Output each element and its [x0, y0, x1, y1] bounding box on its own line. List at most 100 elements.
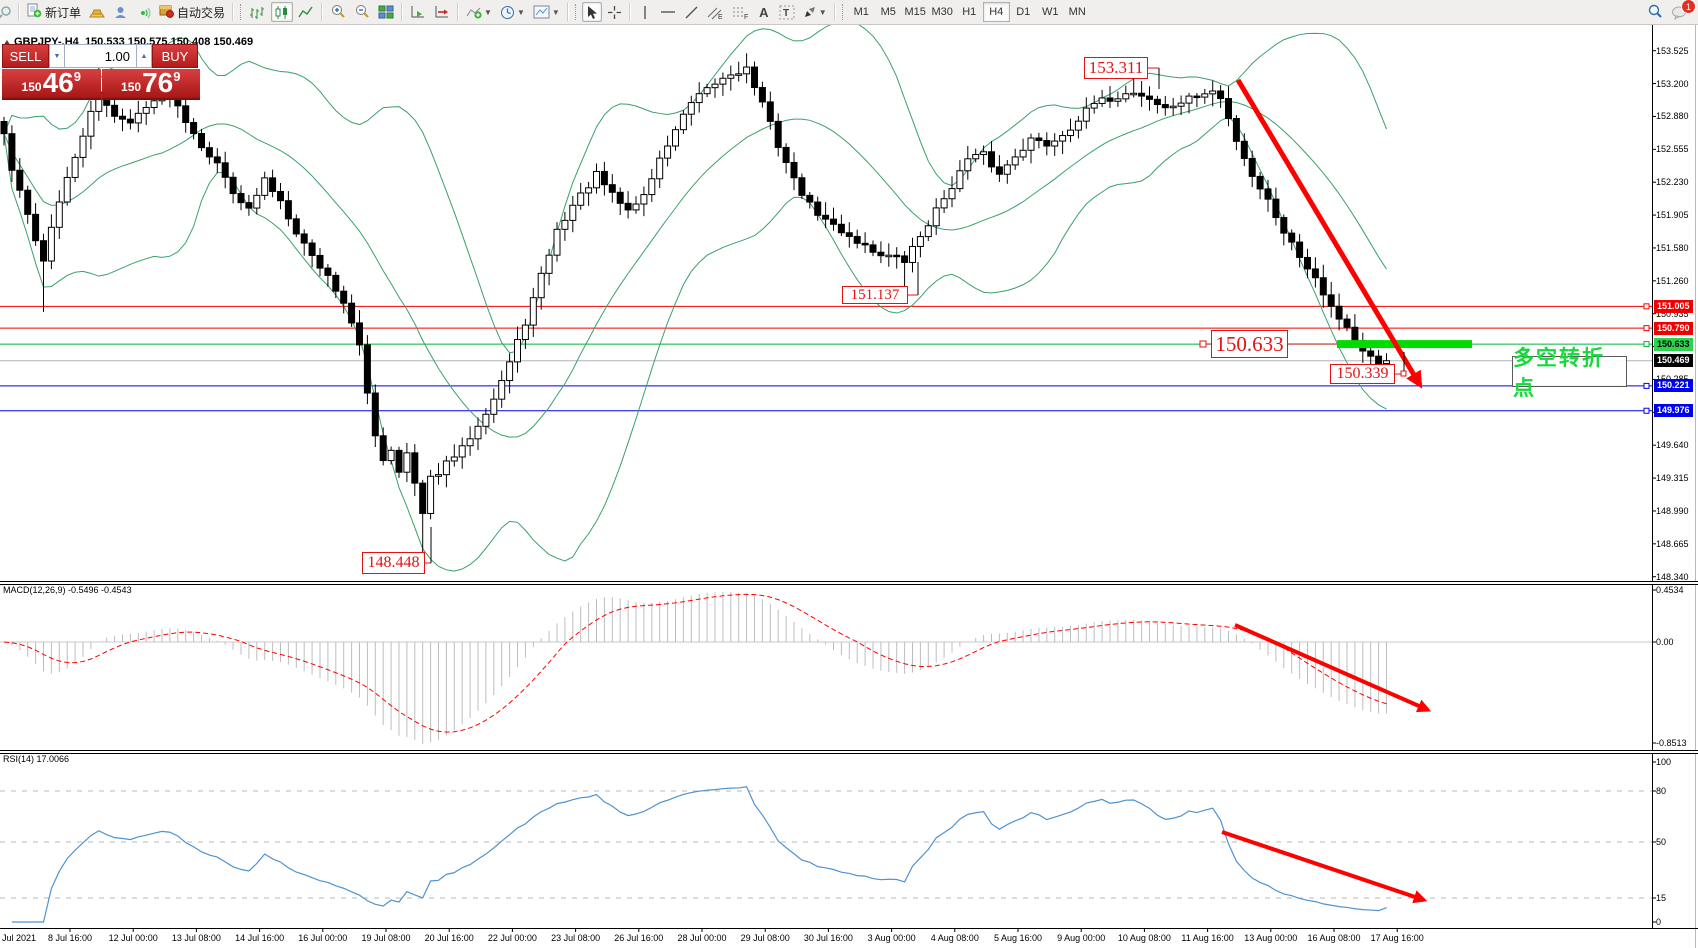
timeframe-m15[interactable]: M15: [904, 6, 926, 18]
price-tick-label: 149.640: [1656, 440, 1689, 451]
community-icon[interactable]: [110, 2, 131, 22]
time-axis-label: 26 Jul 16:00: [614, 933, 664, 943]
price-tick-label: 153.525: [1656, 45, 1689, 56]
time-axis-label: 4 Aug 08:00: [930, 933, 979, 943]
text-button[interactable]: A: [759, 4, 769, 20]
time-axis-label: 12 Jul 00:00: [108, 933, 158, 943]
timeframe-m30[interactable]: M30: [931, 6, 953, 18]
macd-trend-arrow: [1234, 623, 1432, 713]
price-level-label: 149.976: [1654, 404, 1693, 418]
time-axis-label: 20 Jul 16:00: [424, 933, 474, 943]
annotation-150339[interactable]: 150.339: [1330, 364, 1395, 384]
timeframe-d1[interactable]: D1: [1016, 6, 1031, 18]
sell-price-sup: 9: [73, 69, 81, 84]
time-axis-label: Jul 2021: [2, 933, 37, 943]
panel-collapse-triangle[interactable]: [3, 40, 11, 46]
macd-signal-line: [3, 593, 1387, 733]
svg-text:T: T: [783, 8, 789, 19]
volume-down-button[interactable]: ▼: [49, 44, 65, 68]
chat-button[interactable]: 1: [1668, 0, 1696, 22]
clipped-left-icon: [0, 2, 14, 22]
time-axis-label: 17 Aug 16:00: [1370, 933, 1424, 943]
buy-price-prefix: 150: [121, 80, 142, 94]
time-axis-label: 8 Jul 16:00: [47, 933, 93, 943]
buy-button[interactable]: BUY: [152, 44, 198, 68]
zoom-in-button[interactable]: [327, 2, 349, 22]
search-icon[interactable]: [1644, 2, 1666, 22]
equidistant-channel-button[interactable]: E: [704, 2, 727, 22]
rsi-axis-label: 15: [1656, 893, 1667, 903]
time-axis-label: 13 Jul 08:00: [171, 933, 221, 943]
macd-histogram: [11, 592, 1387, 744]
time-axis-label: 29 Jul 08:00: [740, 933, 790, 943]
rsi-pane-separator[interactable]: [0, 750, 1698, 754]
horizontal-line-button[interactable]: [657, 2, 679, 22]
timeframe-h1[interactable]: H1: [962, 6, 977, 18]
annotation-151137[interactable]: 151.137: [842, 286, 908, 304]
vertical-line-button[interactable]: [635, 2, 655, 22]
text-label-button[interactable]: T: [776, 2, 798, 22]
buy-price[interactable]: 150 76 9: [101, 69, 200, 100]
price-tick-label: 152.555: [1656, 144, 1689, 155]
cursor-button[interactable]: [581, 2, 602, 22]
callout-connectors: [425, 67, 1407, 564]
turning-point-label[interactable]: 多空转折点: [1512, 347, 1627, 400]
svg-text:F: F: [744, 14, 748, 20]
auto-scroll-button[interactable]: [407, 2, 429, 22]
annotation-153311[interactable]: 153.311: [1084, 57, 1148, 79]
time-axis-label: 23 Jul 08:00: [551, 933, 601, 943]
arrows-button[interactable]: ▼: [800, 2, 830, 22]
line-chart-button[interactable]: [295, 2, 317, 22]
zoom-out-button[interactable]: [351, 2, 373, 22]
new-order-button[interactable]: 新订单: [24, 2, 84, 22]
time-axis-label: 10 Aug 08:00: [1117, 933, 1171, 943]
trendline-button[interactable]: [681, 2, 702, 22]
timeframe-h4[interactable]: H4: [982, 2, 1010, 22]
templates-button[interactable]: ▼: [530, 2, 563, 22]
tile-windows-button[interactable]: [375, 2, 397, 22]
price-level-label: 150.633: [1654, 337, 1693, 351]
volume-up-button[interactable]: ▲: [136, 44, 152, 68]
price-level-label: 150.790: [1654, 321, 1693, 335]
time-axis-label: 16 Aug 08:00: [1307, 933, 1361, 943]
auto-trading-label: 自动交易: [177, 5, 226, 20]
timeframe-w1[interactable]: W1: [1041, 6, 1059, 18]
timeframe-m1[interactable]: M1: [853, 6, 869, 18]
candlestick-chart-button[interactable]: [271, 2, 294, 22]
timeframe-mn[interactable]: MN: [1068, 6, 1086, 18]
templates-caret: ▼: [551, 7, 560, 17]
price-tick-label: 148.665: [1656, 538, 1689, 549]
sell-price[interactable]: 150 46 9: [2, 69, 101, 100]
time-axis-label: 30 Jul 16:00: [803, 933, 853, 943]
macd-axis-label: 0.00: [1656, 637, 1674, 647]
annotation-150633[interactable]: 150.633: [1211, 330, 1288, 358]
gold-icon[interactable]: [86, 2, 108, 22]
timeframe-m5[interactable]: M5: [880, 6, 896, 18]
price-tick-label: 151.580: [1656, 242, 1689, 253]
time-axis-label: 13 Aug 00:00: [1244, 933, 1298, 943]
arrows-caret: ▼: [818, 7, 827, 17]
bar-chart-button[interactable]: [247, 2, 269, 22]
sell-button[interactable]: SELL: [2, 44, 49, 68]
annotation-148448[interactable]: 148.448: [362, 552, 425, 574]
rsi-label: RSI(14) 17.0066: [3, 754, 70, 764]
periods-button[interactable]: ▼: [497, 2, 528, 22]
indicators-button[interactable]: ▼: [463, 2, 495, 22]
time-axis-label: 22 Jul 00:00: [487, 933, 537, 943]
svg-text:E: E: [718, 14, 723, 20]
price-tick-label: 151.260: [1656, 275, 1689, 286]
auto-trading-button[interactable]: 自动交易: [156, 2, 228, 22]
buy-price-sup: 9: [173, 69, 181, 84]
macd-pane-separator[interactable]: [0, 581, 1698, 585]
chart-shift-button[interactable]: [431, 2, 453, 22]
fibonacci-button[interactable]: F: [729, 2, 752, 22]
crosshair-button[interactable]: [604, 2, 625, 22]
periods-caret: ▼: [516, 7, 525, 17]
rsi-axis-label: 100: [1656, 757, 1672, 767]
price-tick-label: 148.340: [1656, 571, 1689, 582]
volume-input[interactable]: [65, 44, 136, 68]
macd-axis-label: 0.4534: [1656, 585, 1684, 595]
price-level-label: 151.005: [1654, 299, 1693, 313]
rsi-axis-label: 50: [1656, 837, 1667, 847]
signal-icon[interactable]: [133, 2, 154, 22]
